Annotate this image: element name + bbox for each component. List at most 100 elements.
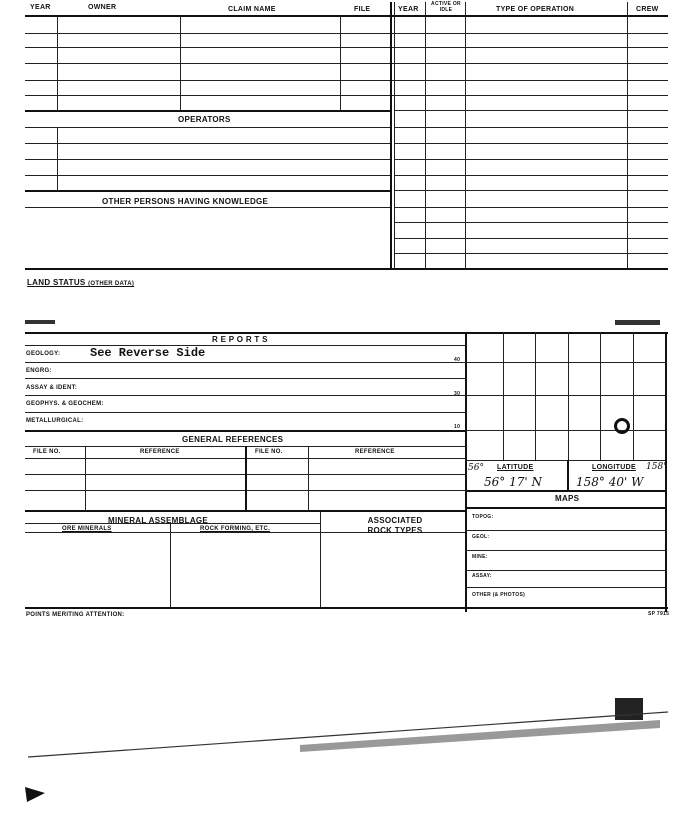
rule — [567, 460, 569, 490]
rule — [600, 332, 601, 460]
land-status-sub: (OTHER DATA) — [88, 281, 135, 287]
rule — [25, 33, 668, 34]
rule — [465, 490, 665, 492]
rule — [245, 446, 247, 510]
scan-mark-right — [615, 320, 660, 325]
rule — [665, 332, 667, 612]
header-year: YEAR — [30, 4, 51, 11]
rule — [25, 345, 465, 346]
ore-minerals-heading: ORE MINERALS — [62, 526, 112, 532]
rule — [25, 143, 390, 144]
rule — [25, 190, 390, 192]
form-number: SP 7915 — [648, 611, 670, 617]
assay-ident-label: ASSAY & IDENT: — [26, 385, 78, 391]
rule — [394, 143, 668, 144]
rule — [25, 378, 465, 379]
rule — [25, 607, 668, 609]
rule — [465, 362, 665, 363]
scale-40: 40 — [454, 357, 461, 363]
engrg-label: ENGRG: — [26, 368, 52, 374]
rule — [320, 512, 321, 607]
maps-assay: ASSAY: — [472, 573, 492, 579]
rule — [394, 175, 668, 176]
rule — [627, 2, 628, 268]
rule — [25, 510, 465, 512]
rule — [25, 523, 320, 524]
header-crew: CREW — [636, 6, 659, 13]
scale-30: 30 — [454, 391, 461, 397]
rule — [25, 412, 465, 413]
header-year-2: YEAR — [398, 6, 419, 13]
rule — [25, 207, 390, 208]
scan-line — [27, 711, 669, 758]
ref-header-reference: REFERENCE — [140, 449, 180, 455]
land-status-label: LAND STATUS (OTHER DATA) — [27, 278, 134, 287]
ref-header-reference-2: REFERENCE — [355, 449, 395, 455]
rule — [57, 127, 58, 190]
scan-mark-left — [25, 320, 55, 324]
latitude-prefix: 56° — [468, 463, 484, 473]
rule — [25, 175, 390, 176]
rule — [465, 430, 665, 431]
rule — [465, 587, 665, 588]
operators-heading: OPERATORS — [178, 115, 231, 124]
geology-value: See Reverse Side — [90, 346, 206, 360]
rule — [465, 395, 665, 396]
metallurgical-label: METALLURGICAL: — [26, 418, 84, 424]
reports-heading: R E P O R T S — [212, 335, 268, 344]
rule — [25, 159, 390, 160]
rule — [465, 550, 665, 551]
land-status-text: LAND STATUS — [27, 278, 86, 287]
rule — [25, 268, 668, 270]
maps-heading: MAPS — [555, 494, 580, 503]
rule — [340, 15, 341, 110]
header-type-of-operation: TYPE OF OPERATION — [496, 6, 575, 13]
rule — [465, 2, 466, 268]
points-meriting-attention-label: POINTS MERITING ATTENTION: — [26, 612, 125, 618]
ref-header-file-no-2: FILE NO. — [255, 449, 283, 455]
rule — [394, 110, 668, 111]
scale-10: 10 — [454, 424, 461, 430]
header-active-idle: ACTIVE OR IDLE — [431, 1, 461, 13]
maps-topog: TOPOG: — [472, 514, 494, 520]
rule — [394, 2, 395, 268]
rule — [394, 159, 668, 160]
other-persons-heading: OTHER PERSONS HAVING KNOWLEDGE — [102, 197, 269, 206]
rule — [170, 523, 171, 607]
geology-label: GEOLOGY: — [26, 351, 61, 357]
rule — [25, 362, 465, 363]
rule — [465, 530, 665, 531]
latitude-value: 56° 17' N — [484, 475, 542, 489]
rock-forming-heading: ROCK FORMING, ETC. — [200, 526, 271, 532]
associated-rock-types-heading: ASSOCIATED ROCK TYPES — [367, 516, 423, 535]
rule — [25, 127, 390, 128]
rule — [85, 446, 86, 510]
rule — [465, 460, 665, 461]
ref-header-file-no: FILE NO. — [33, 449, 61, 455]
maps-geol: GEOL: — [472, 534, 490, 540]
longitude-label: LONGITUDE — [592, 464, 636, 471]
rule — [503, 332, 504, 460]
rule — [465, 332, 467, 612]
rule — [25, 15, 668, 17]
rule — [57, 15, 58, 110]
rule — [25, 395, 465, 396]
rule — [25, 95, 668, 96]
rule — [25, 63, 668, 64]
location-circle-mark — [614, 418, 630, 434]
rule — [394, 253, 668, 254]
rule — [394, 127, 668, 128]
rule — [394, 207, 668, 208]
latitude-label: LATITUDE — [497, 464, 534, 471]
longitude-value: 158° 40' W — [576, 475, 644, 489]
arrow-icon — [25, 787, 45, 802]
rule — [180, 15, 181, 110]
rule — [465, 507, 665, 509]
rule — [633, 332, 634, 460]
rule — [308, 446, 309, 510]
rule — [25, 47, 668, 48]
header-owner: OWNER — [88, 4, 117, 11]
rule — [535, 332, 536, 460]
